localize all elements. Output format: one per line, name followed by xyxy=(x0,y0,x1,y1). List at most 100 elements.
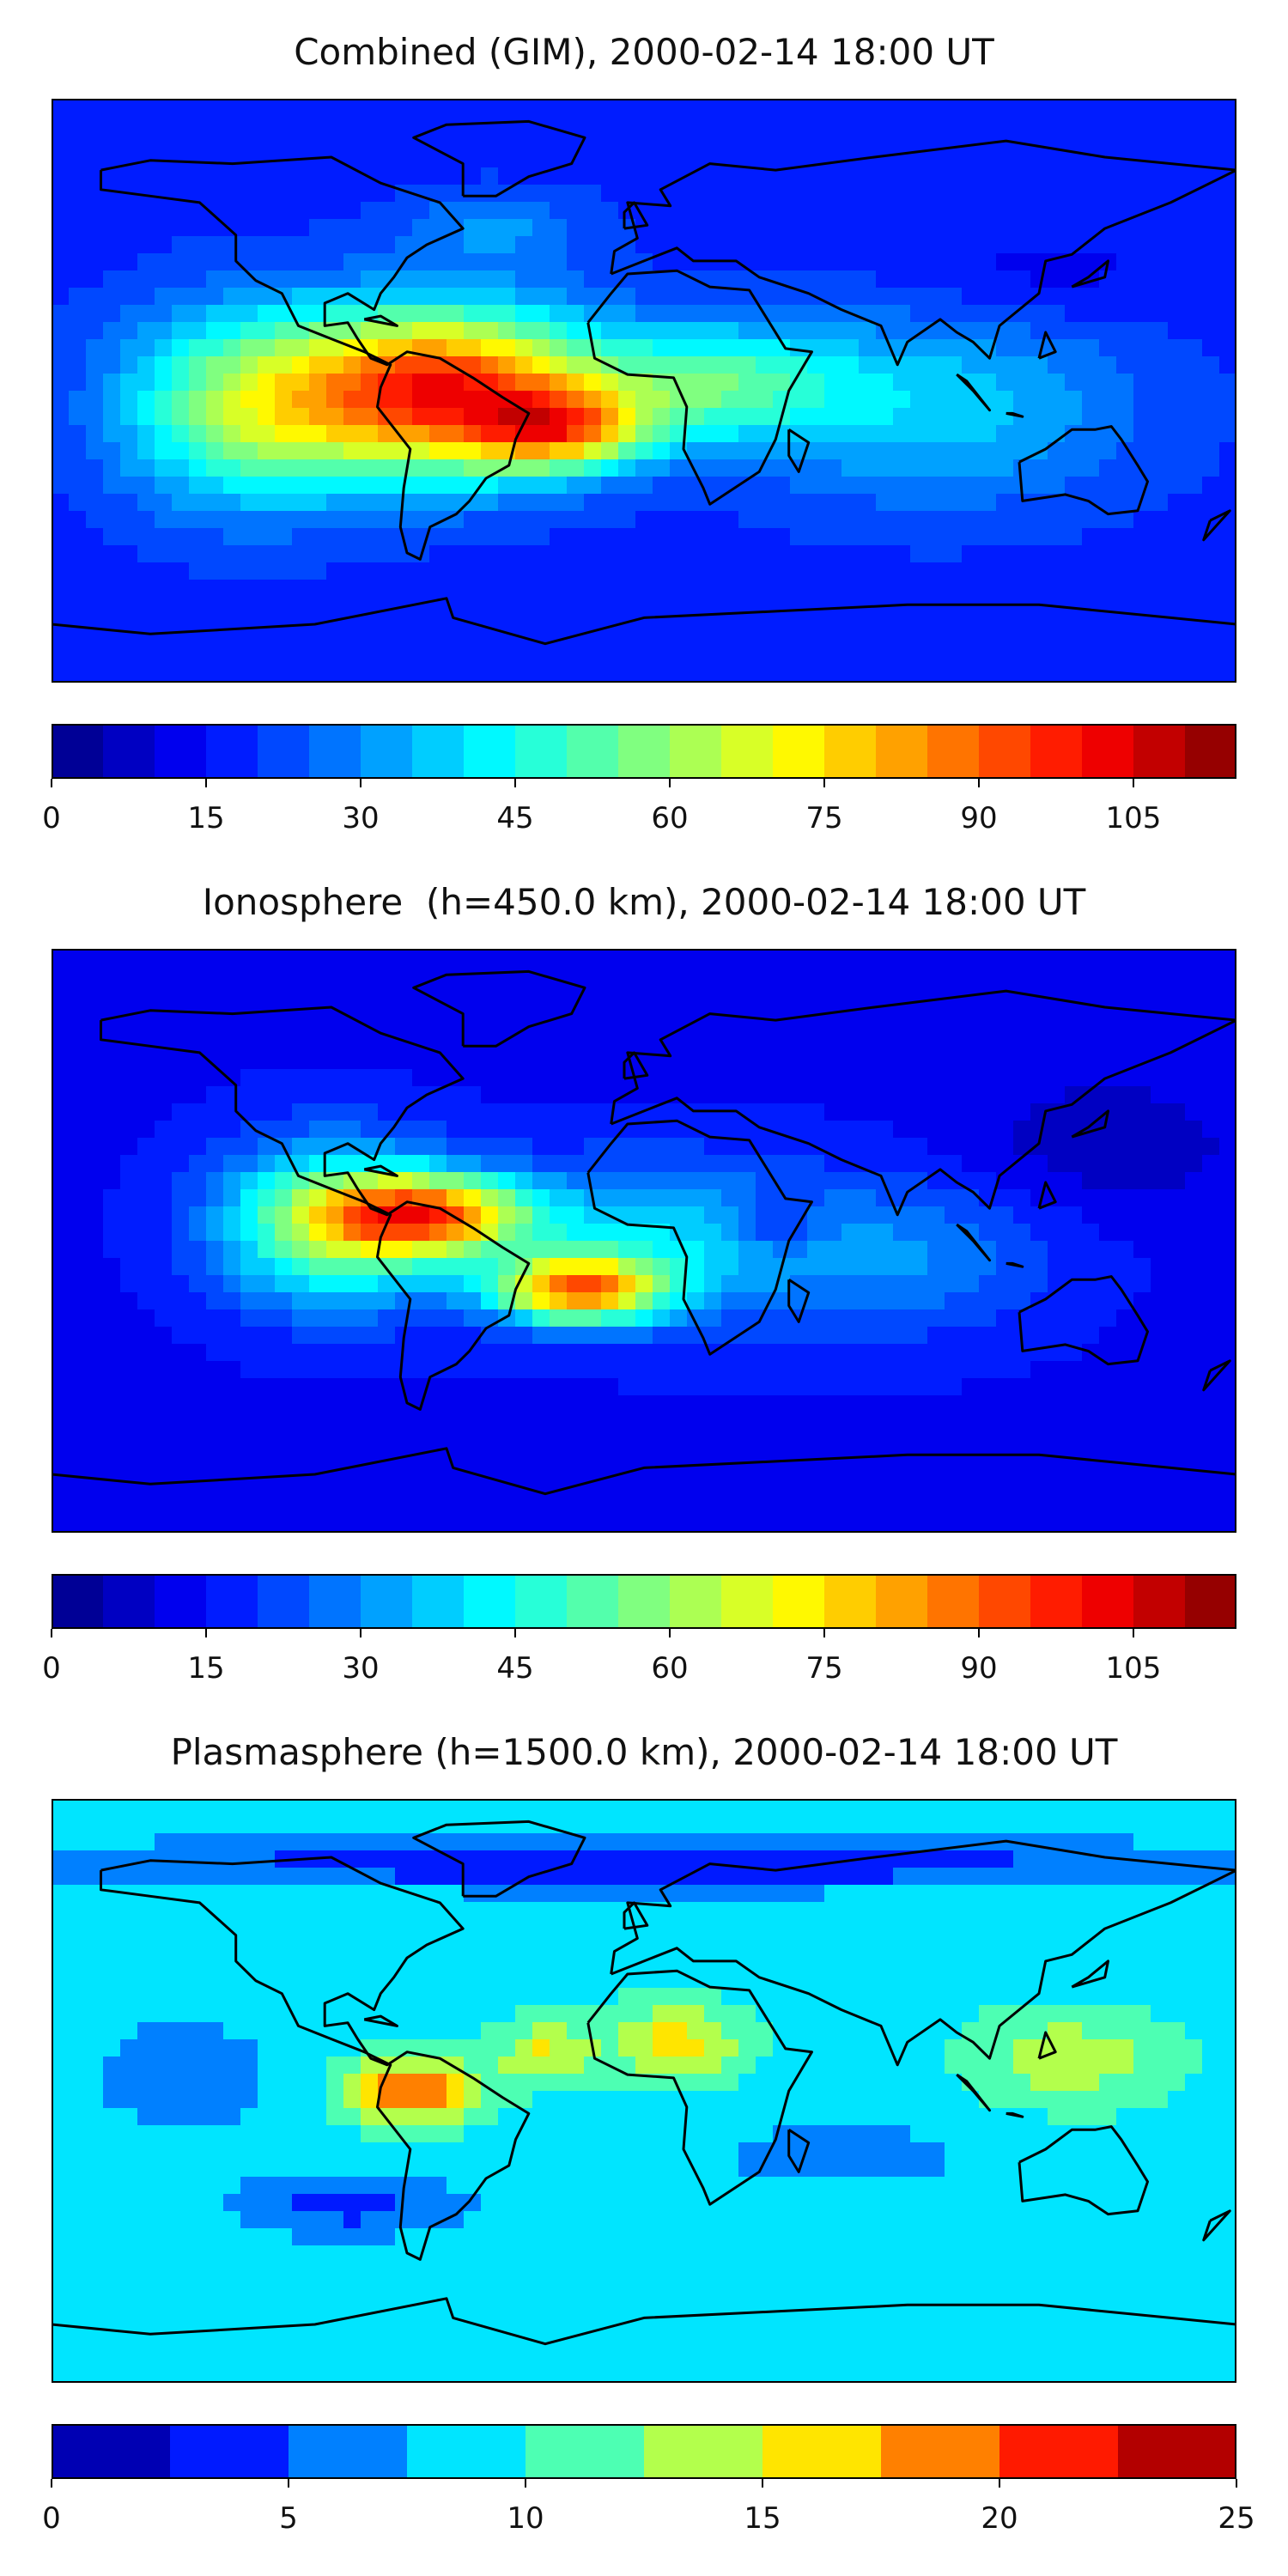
heatmap-cell xyxy=(893,425,911,443)
heatmap-cell xyxy=(738,966,756,984)
heatmap-cell xyxy=(1133,305,1151,323)
heatmap-cell xyxy=(687,1035,705,1053)
heatmap-cell xyxy=(1219,1138,1236,1156)
heatmap-cell xyxy=(155,1430,173,1448)
heatmap-cell xyxy=(773,966,791,984)
heatmap-cell xyxy=(292,459,310,477)
heatmap-cell xyxy=(412,1103,430,1121)
heatmap-cell xyxy=(807,1292,825,1310)
heatmap-cell xyxy=(309,597,327,615)
heatmap-cell xyxy=(807,1035,825,1053)
heatmap-cell xyxy=(996,1121,1014,1139)
heatmap-cells xyxy=(52,99,1236,683)
heatmap-cell xyxy=(721,99,739,117)
heatmap-cell xyxy=(893,562,911,580)
heatmap-cell xyxy=(687,167,705,185)
heatmap-cell xyxy=(910,1498,928,1516)
heatmap-cell xyxy=(841,339,860,357)
heatmap-cell xyxy=(1116,1516,1134,1533)
heatmap-cell xyxy=(945,477,963,495)
heatmap-cell xyxy=(86,1430,104,1448)
heatmap-cell xyxy=(1099,322,1117,340)
heatmap-cell xyxy=(292,511,310,529)
heatmap-cell xyxy=(670,202,688,220)
heatmap-cell xyxy=(309,339,327,357)
heatmap-cell xyxy=(498,1052,516,1070)
heatmap-cell xyxy=(69,1361,87,1379)
heatmap-cell xyxy=(275,1189,293,1207)
heatmap-cell xyxy=(841,597,860,615)
heatmap-cell xyxy=(155,150,173,168)
heatmap-cell xyxy=(996,1138,1014,1156)
heatmap-cell xyxy=(807,1241,825,1259)
heatmap-cell xyxy=(103,322,121,340)
heatmap-cell xyxy=(223,597,241,615)
heatmap-cell xyxy=(790,983,808,1001)
heatmap-cell xyxy=(137,253,155,271)
heatmap-cell xyxy=(258,1430,276,1448)
heatmap-cell xyxy=(927,442,945,460)
heatmap-cell xyxy=(275,1309,293,1327)
heatmap-cell xyxy=(1133,1155,1151,1173)
heatmap-cell xyxy=(1013,322,1031,340)
heatmap-cell xyxy=(841,270,860,289)
heatmap-cell xyxy=(670,1378,688,1396)
heatmap-cell xyxy=(927,391,945,409)
heatmap-cell xyxy=(464,1498,482,1516)
heatmap-cell xyxy=(464,425,482,443)
heatmap-cell xyxy=(1116,288,1134,306)
heatmap-cell xyxy=(103,477,121,495)
heatmap-cell xyxy=(206,374,224,392)
heatmap-cell xyxy=(1151,631,1169,649)
heatmap-cell xyxy=(103,1121,121,1139)
heatmap-cell xyxy=(1133,236,1151,254)
heatmap-cell xyxy=(326,391,344,409)
heatmap-cell xyxy=(326,983,344,1001)
heatmap-cell xyxy=(223,288,241,306)
heatmap-cell xyxy=(1082,202,1100,220)
heatmap-cell xyxy=(704,202,722,220)
heatmap-cell xyxy=(172,339,190,357)
heatmap-cell xyxy=(704,597,722,615)
heatmap-cell xyxy=(498,253,516,271)
heatmap-cell xyxy=(189,442,207,460)
heatmap-cell xyxy=(1082,528,1100,546)
heatmap-cell xyxy=(258,339,276,357)
heatmap-cell xyxy=(275,167,293,185)
heatmap-cell xyxy=(172,305,190,323)
heatmap-cell xyxy=(361,511,379,529)
colorbar-segment xyxy=(309,724,361,779)
heatmap-cell xyxy=(859,983,877,1001)
heatmap-cell xyxy=(103,1189,121,1207)
heatmap-cell xyxy=(223,1224,241,1242)
heatmap-cell xyxy=(189,665,207,683)
heatmap-cell xyxy=(1065,1516,1083,1533)
heatmap-cell xyxy=(1133,1816,1151,1834)
heatmap-cell xyxy=(172,270,190,289)
heatmap-cell xyxy=(378,1464,396,1482)
heatmap-cell xyxy=(189,1052,207,1070)
heatmap-cell xyxy=(52,648,70,666)
heatmap-cell xyxy=(309,1069,327,1087)
heatmap-cell xyxy=(1082,966,1100,984)
heatmap-cell xyxy=(515,1464,533,1482)
heatmap-cell xyxy=(790,150,808,168)
heatmap-cell xyxy=(412,459,430,477)
heatmap-cell xyxy=(292,1292,310,1310)
heatmap-cell xyxy=(52,270,70,289)
heatmap-cell xyxy=(103,1258,121,1276)
heatmap-cell xyxy=(1065,1327,1083,1345)
heatmap-cell xyxy=(1168,1816,1186,1834)
heatmap-cell xyxy=(206,580,224,598)
heatmap-cell xyxy=(69,614,87,632)
heatmap-cell xyxy=(584,1344,602,1362)
heatmap-cell xyxy=(103,1086,121,1104)
heatmap-cell xyxy=(120,1430,138,1448)
heatmap-cell xyxy=(1185,1241,1203,1259)
heatmap-cell xyxy=(824,133,842,151)
heatmap-cell xyxy=(120,253,138,271)
heatmap-cell xyxy=(893,1172,911,1190)
heatmap-cell xyxy=(1030,1069,1048,1087)
heatmap-cell xyxy=(258,1018,276,1036)
heatmap-cell xyxy=(721,133,739,151)
